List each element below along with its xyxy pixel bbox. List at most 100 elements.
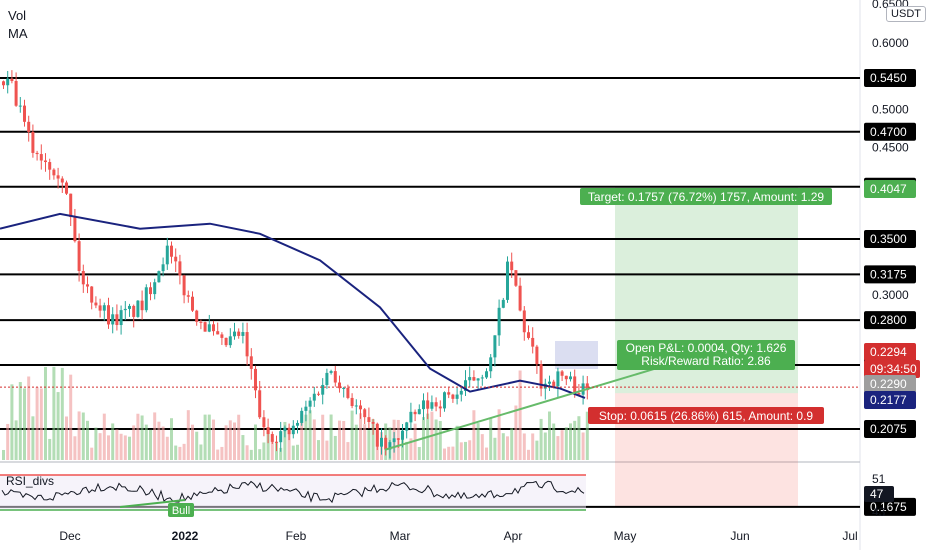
candle-body <box>27 121 31 132</box>
volume-bar <box>212 419 215 460</box>
candle-body <box>308 400 312 407</box>
candle-body <box>569 376 572 380</box>
candle-body <box>98 305 102 311</box>
volume-bar <box>220 446 224 460</box>
candle-body <box>413 411 417 415</box>
price-tick-label: 0.4500 <box>872 141 909 155</box>
candle-body <box>254 368 257 391</box>
candle-body <box>359 405 362 410</box>
volume-bar <box>480 434 484 460</box>
volume-bar <box>81 412 85 460</box>
volume-bar <box>52 366 56 460</box>
volume-bar <box>560 430 564 460</box>
candle-body <box>207 324 211 332</box>
currency-badge[interactable]: USDT <box>886 6 926 22</box>
candle-body <box>518 285 522 311</box>
candle-body <box>409 411 413 423</box>
volume-bar <box>405 441 409 460</box>
candle-body <box>375 423 379 447</box>
candle-body <box>489 357 493 372</box>
candle-body <box>388 442 392 450</box>
volume-bar <box>2 449 5 460</box>
volume-bar <box>44 366 47 460</box>
volume-bar <box>224 425 228 460</box>
volume-bar <box>354 424 358 460</box>
volume-bar <box>245 445 249 460</box>
rsi-tick-label: 43 <box>872 505 886 519</box>
volume-bar <box>65 416 68 460</box>
stop-label-box <box>588 407 824 424</box>
candle-body <box>39 154 43 161</box>
level-badge <box>864 311 916 330</box>
candle-body <box>321 384 325 395</box>
candle-body <box>60 178 64 183</box>
volume-bar <box>296 444 299 460</box>
candle-body <box>228 336 232 346</box>
volume-bar <box>86 420 89 460</box>
candle-body <box>52 169 56 176</box>
candle-body <box>266 427 270 435</box>
candle-body <box>573 376 577 393</box>
target-label-box <box>580 188 832 205</box>
candle-body <box>476 378 480 381</box>
volume-bar <box>577 416 581 460</box>
volume-bar <box>203 414 207 460</box>
volume-bar <box>342 420 346 460</box>
candle-body <box>44 160 47 163</box>
candle-body <box>447 392 451 395</box>
volume-bar <box>485 447 488 460</box>
bull-label: Bull <box>172 505 190 517</box>
candle-body <box>354 405 358 407</box>
volume-bar <box>94 427 98 460</box>
candle-body <box>514 270 518 286</box>
volume-bar <box>573 420 577 460</box>
volume-bar <box>501 433 505 460</box>
candle-body <box>245 332 249 357</box>
volume-bar <box>283 421 287 460</box>
candle-body <box>86 284 89 287</box>
candle-body <box>451 394 455 399</box>
candle-body <box>258 390 262 418</box>
candle-body <box>140 300 144 311</box>
candle-body <box>443 392 446 409</box>
candle-body <box>102 305 106 311</box>
candle-body <box>237 331 241 336</box>
rsi-value-badge <box>864 486 894 502</box>
level-label: 0.3500 <box>870 232 907 246</box>
candle-body <box>241 332 245 336</box>
candle-body <box>195 310 199 322</box>
level-label: 0.5450 <box>870 71 907 85</box>
x-axis-label: Dec <box>59 529 80 543</box>
candle-body <box>275 441 278 443</box>
volume-bar <box>90 447 94 460</box>
candle-body <box>144 287 148 311</box>
candle-body <box>300 410 304 423</box>
volume-bar <box>174 445 178 460</box>
level-badge <box>864 265 916 284</box>
volume-bar <box>585 411 589 460</box>
candle-body <box>111 314 115 325</box>
volume-bar <box>472 410 476 460</box>
candle-body <box>581 383 585 395</box>
candle-body <box>279 431 283 443</box>
x-axis-label: Jun <box>730 529 749 543</box>
volume-bar <box>543 432 547 460</box>
volume-bar <box>346 442 350 460</box>
volume-bar <box>27 376 31 460</box>
volume-bar <box>325 440 329 460</box>
volume-bar <box>60 367 64 460</box>
volume-bar <box>182 443 186 460</box>
volume-bar <box>107 435 110 460</box>
candle-body <box>459 390 463 395</box>
volume-bar <box>149 429 152 460</box>
volume-bar <box>279 447 283 460</box>
price-tick-label: 0.6000 <box>872 36 909 50</box>
candle-body <box>153 282 157 295</box>
candle-body <box>539 364 543 389</box>
x-axis-label: Apr <box>504 529 523 543</box>
volume-bar <box>111 423 115 460</box>
candle-body <box>434 402 438 407</box>
candle-body <box>304 406 308 411</box>
volume-bar <box>459 442 463 460</box>
